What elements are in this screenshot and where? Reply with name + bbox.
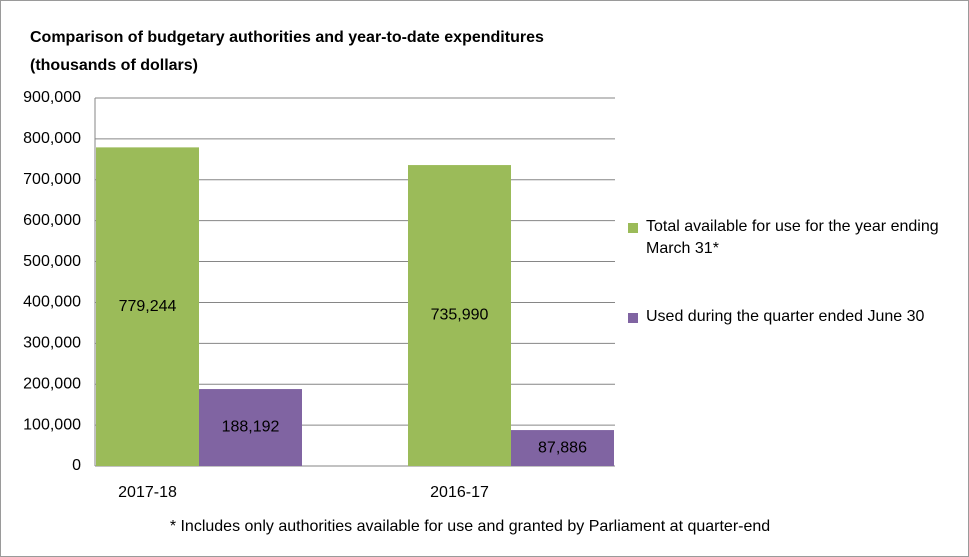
- value-label: 87,886: [538, 439, 587, 456]
- y-tick-label: 600,000: [23, 212, 81, 229]
- x-tick-label: 2017-18: [118, 484, 177, 501]
- y-tick-label: 200,000: [23, 375, 81, 392]
- chart-subtitle: (thousands of dollars): [30, 57, 198, 74]
- bar: [511, 430, 614, 466]
- legend-label: Used during the quarter ended June 30: [646, 308, 925, 325]
- x-tick-label: 2016-17: [430, 484, 489, 501]
- legend-label: Total available for use for the year end…: [646, 218, 939, 257]
- y-tick-label: 0: [72, 457, 81, 474]
- bar: [199, 389, 302, 466]
- y-tick-label: 800,000: [23, 130, 81, 147]
- value-label: 779,244: [119, 298, 177, 315]
- y-tick-label: 400,000: [23, 294, 81, 311]
- chart-title: Comparison of budgetary authorities and …: [30, 29, 544, 46]
- bar: [96, 147, 199, 466]
- bar: [408, 165, 511, 466]
- y-tick-label: 100,000: [23, 416, 81, 433]
- y-tick-label: 300,000: [23, 335, 81, 352]
- y-tick-label: 500,000: [23, 253, 81, 270]
- legend-swatch: [628, 313, 638, 323]
- value-label: 735,990: [431, 307, 489, 324]
- value-label: 188,192: [222, 419, 280, 436]
- y-tick-label: 700,000: [23, 171, 81, 188]
- legend-swatch: [628, 223, 638, 233]
- footnote: * Includes only authorities available fo…: [170, 518, 770, 535]
- y-tick-label: 900,000: [23, 89, 81, 106]
